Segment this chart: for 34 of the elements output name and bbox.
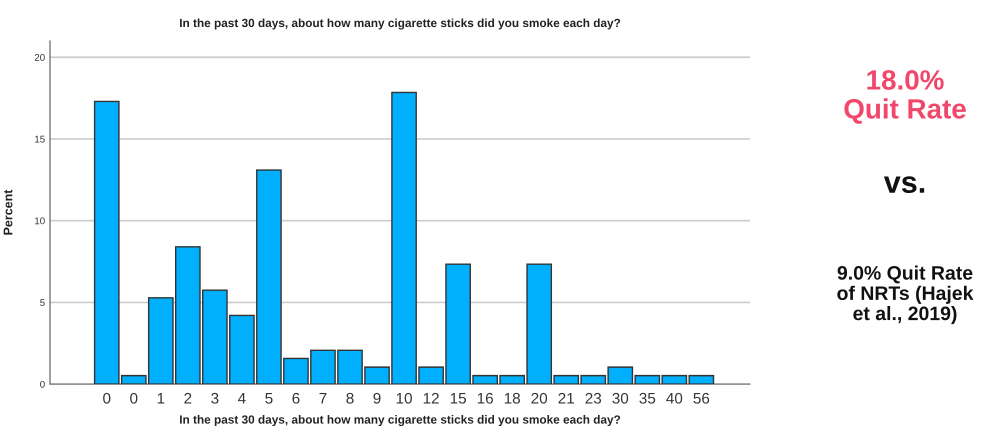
x-tick-label: 7 [320, 393, 326, 404]
x-tick-label: 35 [639, 392, 656, 404]
x-tick-label: 40 [666, 392, 682, 404]
chart-title: In the past 30 days, about how many cigarette sticks did you smoke each day? [180, 18, 620, 30]
text: 18.0% Quit Rate [844, 70, 966, 124]
x-tick-label: 15 [450, 393, 466, 404]
x-tick-label: 4 [238, 393, 246, 404]
y-tick-label: 5 [40, 299, 45, 306]
x-tick-label: 9 [373, 392, 381, 404]
x-axis-title: In the past 30 days, about how many cigarette sticks did you smoke each day? [180, 415, 620, 426]
text: vs. [884, 176, 924, 193]
x-tick-label: 0 [103, 392, 110, 404]
x-tick-label: 6 [292, 392, 300, 404]
x-tick-label: 10 [396, 392, 412, 404]
y-tick-label: 0 [40, 380, 45, 388]
x-tick-label: 30 [612, 392, 628, 404]
x-tick-label: 5 [265, 393, 273, 404]
y-tick-label: 20 [34, 54, 45, 61]
text: 9.0% Quit Rate of NRTs (Hajek et al., 2019) [837, 266, 974, 324]
x-tick-label: 56 [693, 392, 710, 404]
x-tick-label: 20 [531, 392, 548, 404]
x-tick-label: 16 [478, 392, 493, 404]
y-tick-label: 15 [35, 136, 45, 143]
x-tick-label: 0 [130, 392, 138, 404]
x-tick-label: 3 [211, 392, 218, 404]
y-axis-title: Percent [4, 190, 12, 235]
x-tick-label: 12 [424, 392, 439, 404]
x-tick-label: 21 [558, 392, 574, 404]
y-tick-label: 10 [35, 217, 45, 224]
x-tick-label: 8 [346, 392, 354, 404]
x-tick-label: 1 [158, 393, 164, 404]
x-tick-label: 2 [184, 392, 192, 404]
x-tick-label: 23 [586, 392, 602, 404]
x-tick-label: 18 [504, 392, 520, 404]
